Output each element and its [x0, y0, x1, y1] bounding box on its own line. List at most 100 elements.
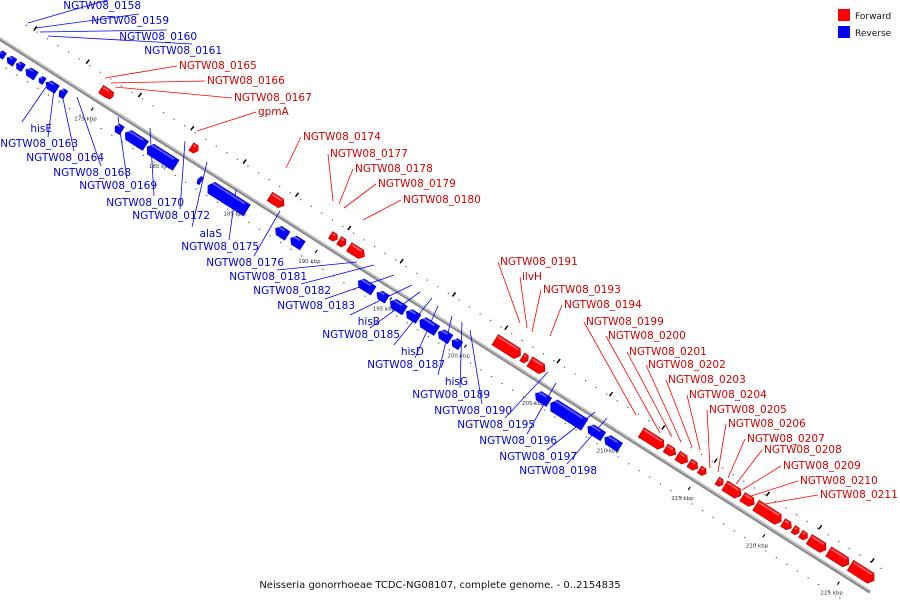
- ruler-dot: [47, 94, 50, 96]
- forward-leader-line: [750, 480, 799, 497]
- ruler-dot: [68, 51, 70, 53]
- gene-arrow: [451, 338, 464, 351]
- ruler-dot: [554, 416, 556, 418]
- ruler-dot: [723, 523, 725, 525]
- ruler-dot: [363, 239, 365, 241]
- ruler-dot: [459, 355, 461, 358]
- forward-leader-line: [497, 261, 521, 324]
- ruler-dot: [711, 460, 713, 462]
- ruler-dot: [237, 215, 239, 217]
- gene-arrow: [328, 231, 338, 242]
- reverse-gene-label: NGTW08_0187: [367, 359, 445, 371]
- gene-shine: [127, 129, 144, 142]
- reverse-gene: [290, 235, 306, 251]
- ruler-dot: [458, 299, 460, 301]
- forward-gene-label: ilvH: [522, 271, 542, 283]
- ruler-dot: [627, 406, 629, 409]
- reverse-gene-label: NGTW08_0196: [479, 435, 557, 447]
- ruler-dot: [184, 125, 186, 127]
- gene-arrow: [58, 88, 69, 100]
- gene-shine: [8, 55, 13, 60]
- reverse-gene-label: NGTW08_0183: [277, 300, 355, 312]
- gene-shine: [0, 50, 4, 55]
- gene-shine: [726, 482, 740, 491]
- gene-shine: [523, 354, 528, 358]
- forward-leader-line: [549, 304, 563, 337]
- reverse-gene-label: NGTW08_0181: [229, 271, 307, 283]
- forward-gene: [266, 191, 285, 208]
- forward-leader-line: [519, 276, 528, 329]
- forward-gene-label: NGTW08_0204: [689, 389, 767, 401]
- ruler-dot: [205, 138, 207, 140]
- legend-forward-label: Forward: [855, 12, 891, 22]
- ruler-dot: [764, 494, 766, 496]
- gene-shine: [497, 335, 519, 351]
- ruler-dot: [215, 145, 217, 147]
- ruler-dot: [585, 380, 587, 382]
- ruler-dot: [417, 329, 419, 331]
- forward-gene: [637, 427, 665, 450]
- ruler-dot: [637, 413, 639, 415]
- forward-gene: [798, 529, 808, 541]
- gene-shine: [440, 329, 449, 336]
- forward-gene-label: NGTW08_0203: [668, 374, 746, 386]
- ruler-dot: [765, 550, 767, 552]
- gene-shine: [643, 429, 663, 443]
- kbp-tick-mark: [687, 486, 691, 491]
- reverse-gene: [196, 176, 204, 186]
- ruler-dot: [142, 154, 144, 156]
- gene-shine: [718, 478, 722, 482]
- ruler-dot: [617, 456, 619, 458]
- forward-gene: [328, 231, 338, 242]
- gene-shine: [210, 181, 246, 205]
- ruler-dot: [585, 436, 588, 438]
- gene-shine: [116, 124, 121, 128]
- ruler-dot: [16, 74, 18, 76]
- gene-arrow: [714, 476, 724, 487]
- reverse-gene: [146, 143, 180, 171]
- reverse-gene-label: hisD: [401, 346, 424, 358]
- reverse-leader-line: [459, 321, 463, 389]
- ruler-dot: [69, 107, 71, 110]
- ruler-dot: [563, 366, 566, 368]
- reverse-gene: [0, 50, 7, 60]
- ruler-dot: [828, 590, 830, 592]
- ruler-dot: [616, 400, 618, 402]
- reverse-leader-line: [191, 161, 208, 228]
- gene-shine: [392, 298, 403, 307]
- ruler-dot: [36, 31, 38, 33]
- ruler-dot: [141, 98, 144, 100]
- ruler-dot: [396, 315, 398, 317]
- reverse-gene: [376, 290, 390, 304]
- forward-gene-label: NGTW08_0207: [747, 433, 825, 445]
- forward-gene-label: NGTW08_0179: [378, 178, 456, 190]
- reverse-gene: [587, 424, 607, 442]
- reverse-gene: [207, 181, 251, 217]
- ruler-dot: [447, 292, 449, 295]
- reverse-leader-line: [76, 96, 102, 167]
- ruler-dash: [818, 524, 823, 530]
- ruler-dot: [690, 447, 692, 449]
- forward-leader-line: [735, 449, 763, 485]
- gene-arrow: [752, 499, 782, 525]
- reverse-leader-line: [504, 371, 549, 419]
- reverse-gene: [550, 399, 589, 431]
- reverse-gene-label: NGTW08_0182: [253, 285, 331, 297]
- ruler-dot: [743, 480, 745, 482]
- ruler-dot: [5, 67, 7, 69]
- gene-arrow: [846, 559, 875, 584]
- ruler-dot: [648, 420, 650, 422]
- ruler-dot: [121, 141, 123, 143]
- ruler-dot: [838, 541, 840, 543]
- ruler-dot: [406, 322, 408, 324]
- ruler-dash: [85, 59, 90, 65]
- reverse-gene: [25, 67, 39, 81]
- forward-gene: [846, 559, 875, 584]
- ruler-dot: [521, 339, 523, 342]
- forward-gene-label: NGTW08_0201: [629, 346, 707, 358]
- ruler-dot: [817, 527, 819, 529]
- ruler-dot: [78, 58, 80, 60]
- gene-shine: [102, 86, 110, 93]
- forward-leader-line: [706, 409, 711, 469]
- gene-arrow: [721, 480, 742, 499]
